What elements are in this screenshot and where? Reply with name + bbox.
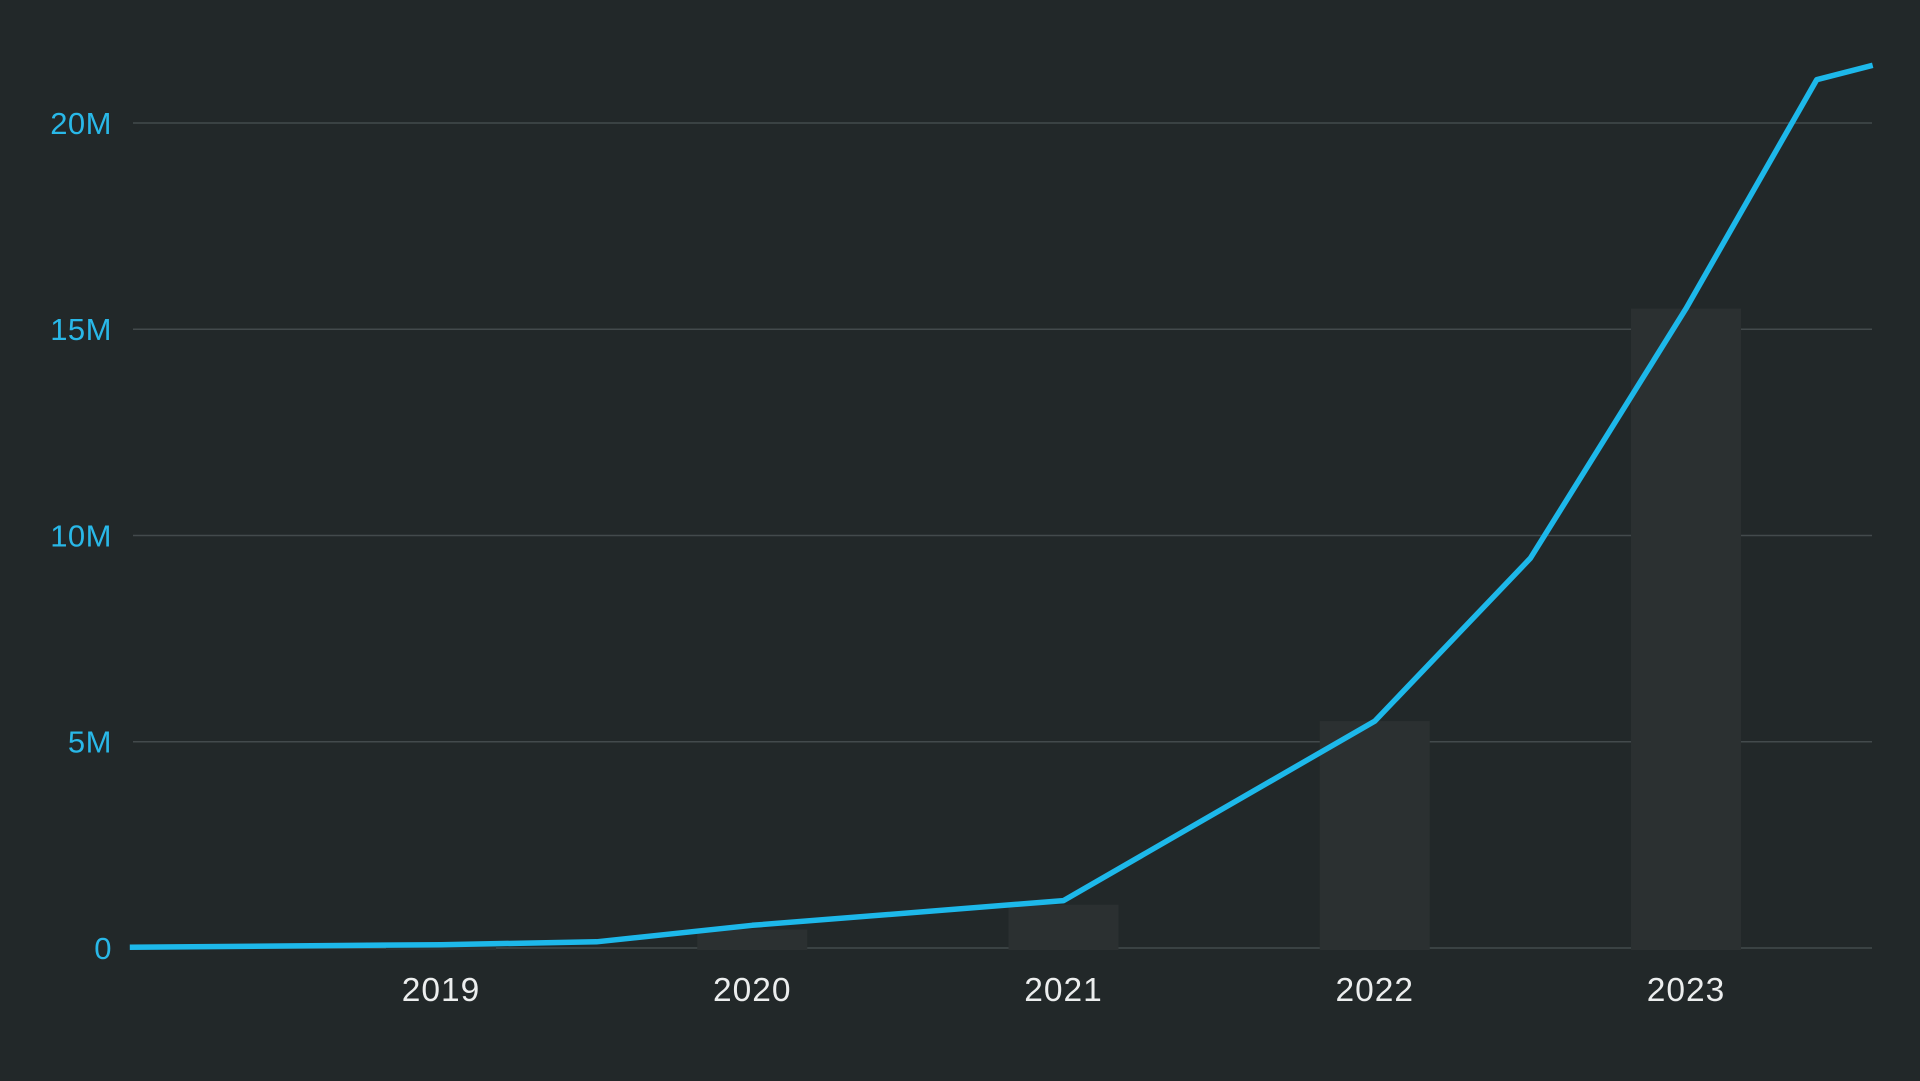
x-axis-label-2019: 2019: [402, 972, 481, 1009]
y-axis-label-20M: 20M: [50, 106, 112, 141]
bar-2022: [1319, 721, 1430, 950]
growth-line: [129, 62, 1874, 950]
bar-2020: [697, 929, 808, 950]
bar-2021: [1008, 904, 1119, 950]
x-axis-label-2020: 2020: [713, 972, 792, 1009]
bar-2023: [1631, 308, 1741, 950]
y-axis-label-5M: 5M: [68, 725, 112, 760]
y-axis-label-15M: 15M: [50, 312, 112, 347]
y-axis-label-0: 0: [94, 931, 112, 966]
x-axis-label-2022: 2022: [1335, 972, 1414, 1009]
y-axis-label-10M: 10M: [50, 518, 112, 553]
x-axis-label-2023: 2023: [1647, 972, 1726, 1009]
x-axis-label-2021: 2021: [1024, 972, 1103, 1009]
